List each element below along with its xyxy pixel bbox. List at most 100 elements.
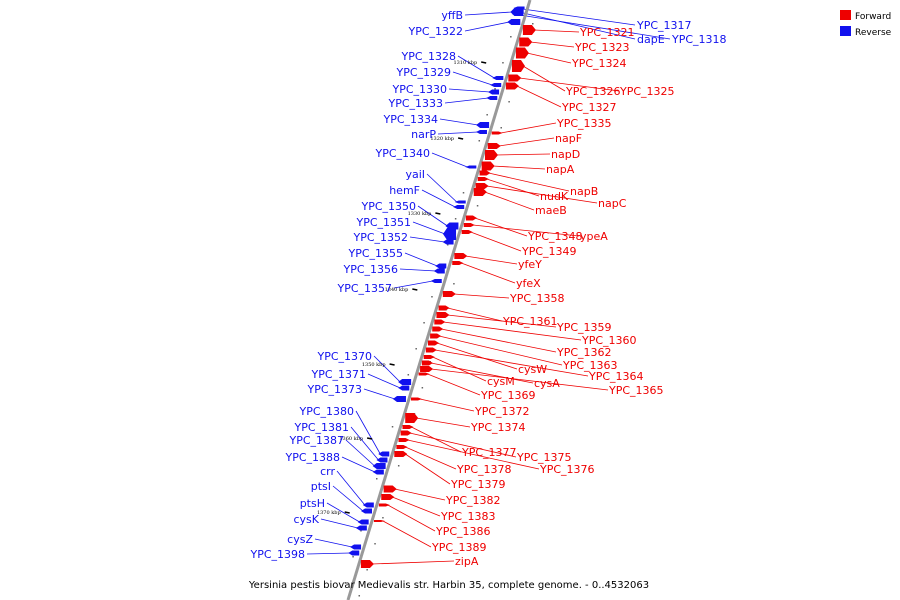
forward-gene-arrow[interactable]: [479, 170, 491, 176]
forward-gene-label[interactable]: napF: [555, 132, 582, 145]
forward-gene-label[interactable]: YPC_1363: [562, 359, 618, 372]
reverse-gene-arrow[interactable]: [435, 263, 447, 269]
forward-gene-arrow[interactable]: [432, 326, 444, 332]
forward-gene-arrow[interactable]: [400, 430, 412, 436]
forward-gene-arrow[interactable]: [427, 340, 439, 346]
reverse-gene-label[interactable]: ptsI: [311, 480, 331, 493]
forward-gene-arrow[interactable]: [484, 150, 498, 160]
forward-gene-arrow[interactable]: [434, 319, 446, 325]
forward-gene-arrow[interactable]: [421, 360, 433, 366]
reverse-gene-arrow[interactable]: [372, 469, 384, 475]
forward-gene-label[interactable]: YPC_1348: [527, 230, 583, 243]
forward-gene-label[interactable]: nudK: [540, 190, 569, 203]
reverse-gene-label[interactable]: YPC_1373: [306, 383, 362, 396]
forward-gene-label[interactable]: YPC_1369: [480, 389, 536, 402]
forward-gene-arrow[interactable]: [463, 223, 475, 227]
forward-gene-label[interactable]: YPC_1327: [561, 101, 617, 114]
reverse-gene-label[interactable]: YPC_1387: [288, 434, 344, 447]
forward-gene-label[interactable]: yfeY: [518, 258, 542, 271]
forward-gene-label[interactable]: YPC_1324: [571, 57, 627, 70]
forward-gene-arrow[interactable]: [465, 215, 477, 221]
forward-gene-label[interactable]: YPC_1358: [509, 292, 565, 305]
reverse-gene-arrow[interactable]: [348, 550, 360, 556]
forward-gene-label[interactable]: YPC_1389: [431, 541, 487, 554]
reverse-gene-label[interactable]: YPC_1350: [360, 200, 416, 213]
reverse-gene-arrow[interactable]: [486, 96, 498, 100]
forward-gene-label[interactable]: YPC_1349: [521, 245, 577, 258]
forward-gene-label[interactable]: cysW: [518, 363, 547, 376]
reverse-gene-arrow[interactable]: [511, 12, 523, 16]
forward-gene-label[interactable]: YPC_1323: [574, 41, 630, 54]
reverse-gene-label[interactable]: ptsH: [300, 497, 325, 510]
reverse-gene-arrow[interactable]: [357, 519, 369, 525]
forward-gene-arrow[interactable]: [373, 520, 385, 522]
forward-gene-arrow[interactable]: [410, 397, 422, 401]
reverse-gene-label[interactable]: cysK: [293, 513, 319, 526]
forward-gene-arrow[interactable]: [402, 425, 414, 429]
reverse-gene-label[interactable]: YPC_1351: [355, 216, 411, 229]
forward-gene-label[interactable]: YPC_1361: [502, 315, 558, 328]
forward-gene-label[interactable]: YPC_1377: [461, 446, 517, 459]
reverse-gene-label[interactable]: YPC_1356: [342, 263, 398, 276]
forward-gene-arrow[interactable]: [454, 253, 468, 259]
forward-gene-arrow[interactable]: [522, 25, 536, 35]
forward-gene-arrow[interactable]: [477, 177, 489, 181]
reverse-gene-label[interactable]: YPC_1355: [347, 247, 403, 260]
reverse-gene-arrow[interactable]: [355, 525, 367, 531]
reverse-gene-label[interactable]: YPC_1328: [400, 50, 456, 63]
forward-gene-arrow[interactable]: [430, 333, 442, 339]
reverse-gene-label[interactable]: YPC_1398: [249, 548, 305, 561]
forward-gene-label[interactable]: YPC_1378: [456, 463, 512, 476]
forward-gene-arrow[interactable]: [396, 445, 408, 449]
forward-gene-label[interactable]: YPC_1374: [470, 421, 526, 434]
forward-gene-arrow[interactable]: [438, 305, 450, 311]
forward-gene-arrow[interactable]: [487, 143, 501, 149]
forward-gene-arrow[interactable]: [383, 485, 397, 493]
reverse-gene-label[interactable]: YPC_1371: [310, 368, 366, 381]
reverse-gene-arrow[interactable]: [398, 385, 410, 391]
reverse-gene-arrow[interactable]: [453, 205, 465, 209]
reverse-gene-arrow[interactable]: [492, 76, 504, 80]
reverse-gene-arrow[interactable]: [442, 239, 454, 245]
forward-gene-arrow[interactable]: [420, 366, 434, 372]
forward-gene-label[interactable]: ypeA: [580, 230, 608, 243]
forward-gene-label[interactable]: zipA: [455, 555, 479, 568]
reverse-gene-label[interactable]: dapE: [637, 33, 665, 46]
reverse-gene-label[interactable]: YPC_1322: [407, 25, 463, 38]
forward-gene-label[interactable]: napC: [598, 197, 627, 210]
forward-gene-arrow[interactable]: [505, 82, 519, 90]
forward-gene-label[interactable]: YPC_1375: [516, 451, 572, 464]
forward-gene-label[interactable]: YPC_1383: [440, 510, 496, 523]
reverse-gene-label[interactable]: yffB: [441, 9, 463, 22]
forward-gene-label[interactable]: YPC_1326: [565, 85, 621, 98]
reverse-gene-arrow[interactable]: [490, 83, 502, 87]
reverse-gene-label[interactable]: yaiI: [405, 168, 425, 181]
reverse-gene-label[interactable]: hemF: [389, 184, 420, 197]
forward-gene-arrow[interactable]: [511, 60, 525, 72]
forward-gene-label[interactable]: YPC_1372: [474, 405, 530, 418]
forward-gene-arrow[interactable]: [436, 312, 450, 318]
forward-gene-arrow[interactable]: [381, 494, 395, 500]
forward-gene-label[interactable]: cysA: [534, 377, 560, 390]
forward-gene-label[interactable]: YPC_1365: [608, 384, 664, 397]
forward-gene-arrow[interactable]: [475, 183, 489, 189]
reverse-gene-label[interactable]: YPC_1317: [636, 19, 692, 32]
reverse-gene-arrow[interactable]: [350, 544, 362, 550]
forward-gene-arrow[interactable]: [515, 47, 529, 59]
forward-gene-label[interactable]: napD: [551, 148, 580, 161]
forward-gene-arrow[interactable]: [378, 503, 390, 507]
forward-gene-arrow[interactable]: [442, 291, 456, 297]
forward-gene-arrow[interactable]: [398, 438, 410, 442]
reverse-gene-arrow[interactable]: [445, 222, 459, 230]
forward-gene-label[interactable]: cysM: [487, 375, 515, 388]
reverse-gene-label[interactable]: YPC_1352: [352, 231, 408, 244]
forward-gene-arrow[interactable]: [473, 188, 487, 196]
forward-gene-arrow[interactable]: [508, 74, 522, 82]
reverse-gene-label[interactable]: YPC_1340: [374, 147, 430, 160]
reverse-gene-label[interactable]: YPC_1357: [336, 282, 392, 295]
reverse-gene-label[interactable]: YPC_1318: [671, 33, 727, 46]
reverse-gene-arrow[interactable]: [454, 200, 466, 204]
forward-gene-label[interactable]: napA: [546, 163, 575, 176]
reverse-gene-label[interactable]: crr: [320, 465, 335, 478]
reverse-gene-arrow[interactable]: [362, 502, 374, 508]
